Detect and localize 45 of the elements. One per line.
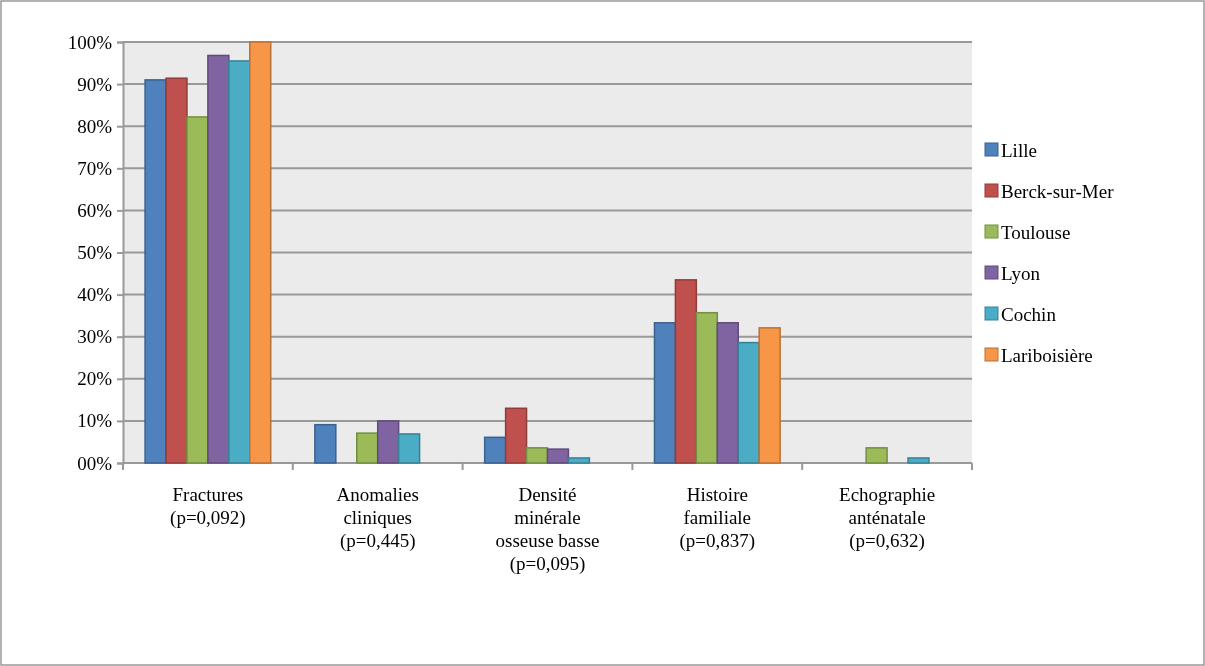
legend-label: Berck-sur-Mer <box>1001 181 1115 202</box>
bar <box>144 79 167 464</box>
legend-label: Lille <box>1001 140 1037 161</box>
y-tick-label: 00% <box>77 452 113 474</box>
y-tick-label: 30% <box>77 326 113 348</box>
bar <box>716 322 739 464</box>
y-tick-label: 90% <box>77 73 113 95</box>
bar <box>758 327 781 464</box>
bar <box>865 447 888 464</box>
bar <box>737 341 760 464</box>
legend-label: Cochin <box>1001 304 1057 325</box>
y-tick-label: 80% <box>77 115 113 137</box>
legend-label: Toulouse <box>1001 222 1071 243</box>
bar <box>228 60 251 464</box>
bar <box>207 54 230 464</box>
bar <box>695 311 719 464</box>
y-tick-label: 10% <box>77 410 113 432</box>
y-tick-label: 60% <box>77 199 113 221</box>
bar <box>165 77 188 464</box>
x-tick-label: Anomalies cliniques (p=0,445) <box>336 484 419 552</box>
bar <box>483 436 507 464</box>
bar <box>314 423 337 464</box>
bar <box>674 279 698 464</box>
bar <box>567 457 591 464</box>
y-tick-label: 50% <box>77 242 113 264</box>
bar <box>376 420 400 464</box>
y-tick-label: 70% <box>77 157 113 179</box>
x-tick-label: Fractures (p=0,092) <box>170 484 246 529</box>
legend-label: Lariboisière <box>1001 345 1093 366</box>
y-tick-label: 20% <box>77 368 113 390</box>
y-tick-label: 40% <box>77 284 113 306</box>
x-tick-label: Echographie anténatale (p=0,632) <box>839 484 936 552</box>
bar <box>653 322 677 464</box>
bar <box>525 447 549 464</box>
bar <box>249 41 272 464</box>
x-tick-label: Histoire familiale (p=0,837) <box>679 484 756 552</box>
bar <box>546 448 570 464</box>
legend-label: Lyon <box>1001 263 1041 284</box>
bar <box>397 433 421 464</box>
y-tick-label: 100% <box>67 31 113 53</box>
bar <box>186 116 209 464</box>
bar <box>907 457 930 464</box>
x-tick-label: Densité minérale osseuse basse (p=0,095) <box>495 484 600 575</box>
bar <box>504 407 528 464</box>
bar <box>356 432 379 464</box>
